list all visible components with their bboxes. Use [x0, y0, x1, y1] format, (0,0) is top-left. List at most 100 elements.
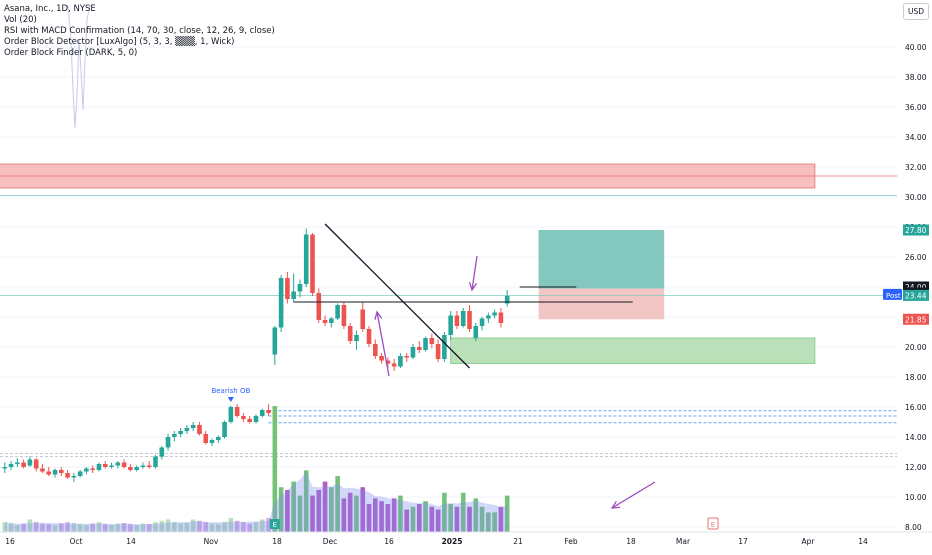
candle-body [197, 425, 202, 434]
volume-bar [316, 490, 322, 532]
candle [435, 339, 441, 362]
candle-body [322, 320, 328, 323]
candle-body [473, 326, 479, 338]
volume-bar [486, 512, 491, 532]
demand-zone [450, 337, 816, 364]
rsi-line [67, 4, 91, 129]
candle-body [385, 360, 391, 364]
candle [178, 428, 183, 437]
price-tick-label: 38.00 [905, 73, 927, 82]
volume-bar [222, 522, 227, 532]
volume-bar [360, 487, 366, 532]
candle [454, 311, 460, 329]
candle [241, 413, 246, 422]
candle-body [423, 338, 428, 350]
volume-bar [291, 481, 296, 532]
candle-body [209, 440, 215, 443]
candle-body [234, 407, 240, 416]
price-label: 21.85 [903, 313, 929, 325]
volume-indicator-label[interactable]: Vol (20) [4, 15, 37, 25]
candle-body [241, 416, 246, 419]
indicator-legend: Asana, Inc., 1D, NYSE Vol (20) RSI with … [4, 4, 275, 59]
candle-body [165, 437, 171, 448]
candle [2, 462, 8, 473]
time-axis: 16 Oct 14 Nov 18 Dec 16 2025 21 Feb 18 Mar 17 Apr 14 [0, 531, 932, 550]
price-label: 27.80 [903, 224, 929, 236]
volume-bar [385, 504, 391, 532]
volume-bar [115, 523, 121, 532]
volume-bar [347, 492, 353, 532]
volume-bar [96, 522, 102, 532]
volume-bar [310, 495, 315, 532]
volume-bar [8, 523, 14, 532]
price-axis-bg [897, 0, 932, 532]
candle-body [467, 311, 472, 329]
price-label-bg [903, 313, 929, 325]
candle [410, 344, 416, 359]
candle-body [140, 465, 146, 467]
candle-body [33, 459, 39, 469]
candle-body [46, 471, 52, 475]
volume-bar [178, 523, 183, 532]
candle-body [40, 468, 45, 472]
volume-bar [71, 523, 77, 532]
candle-body [329, 318, 334, 323]
volume-bar [435, 509, 441, 532]
candle [259, 408, 265, 418]
arrow-head [610, 500, 621, 509]
candle [404, 353, 409, 362]
volume-bar [241, 522, 246, 532]
currency-button[interactable]: USD [903, 3, 929, 20]
symbol-line[interactable]: Asana, Inc., 1D, NYSE [4, 4, 96, 14]
volume-bar [140, 523, 146, 532]
price-label: 23.44 [903, 289, 929, 301]
candle [197, 422, 202, 436]
candle [153, 455, 158, 469]
candle-body [21, 462, 26, 467]
candle [253, 414, 259, 424]
ob-finder-label[interactable]: Order Block Finder (DARK, 5, 0) [4, 48, 138, 58]
candle [222, 420, 227, 439]
price-label-bg [903, 289, 929, 301]
rsi-indicator-label[interactable]: RSI with MACD Confirmation (14, 70, 30, … [4, 26, 275, 36]
volume-bar [84, 525, 89, 532]
volume-bar [109, 525, 114, 532]
candle-body [247, 419, 252, 422]
candle [52, 468, 58, 478]
candle [247, 416, 252, 424]
volume-bar [259, 519, 265, 532]
volume-bar [216, 524, 221, 532]
volume-bar [266, 518, 271, 532]
candle [184, 425, 190, 434]
volume-bar [172, 522, 177, 532]
candle-body [354, 335, 359, 341]
volume-bar [467, 506, 472, 532]
candle [77, 470, 83, 478]
candle-body [121, 462, 127, 467]
candle-body [96, 464, 102, 470]
candle [322, 315, 328, 326]
candle [504, 290, 510, 307]
volume-bar [2, 522, 8, 532]
candle-body [391, 363, 397, 367]
time-tick-label: Oct [70, 537, 83, 546]
volume-bar [410, 506, 416, 532]
candle [96, 462, 102, 472]
volume-bar [203, 522, 209, 532]
ob-detector-label[interactable]: Order Block Detector [LuxAlgo] (5, 3, 3,… [4, 37, 235, 47]
volume-bar [379, 501, 384, 532]
candle [228, 405, 234, 424]
candle [442, 332, 447, 362]
volume-series [2, 406, 510, 532]
volume-bar [492, 512, 497, 532]
volume-bar [329, 487, 334, 532]
candle [329, 317, 334, 328]
arrow-shaft [471, 255, 478, 291]
volume-bar [341, 498, 347, 532]
arrow-head [468, 282, 478, 292]
bearish-ob-label: Bearish OB [211, 387, 250, 395]
volume-bar [52, 525, 58, 532]
candle-body [454, 315, 460, 326]
